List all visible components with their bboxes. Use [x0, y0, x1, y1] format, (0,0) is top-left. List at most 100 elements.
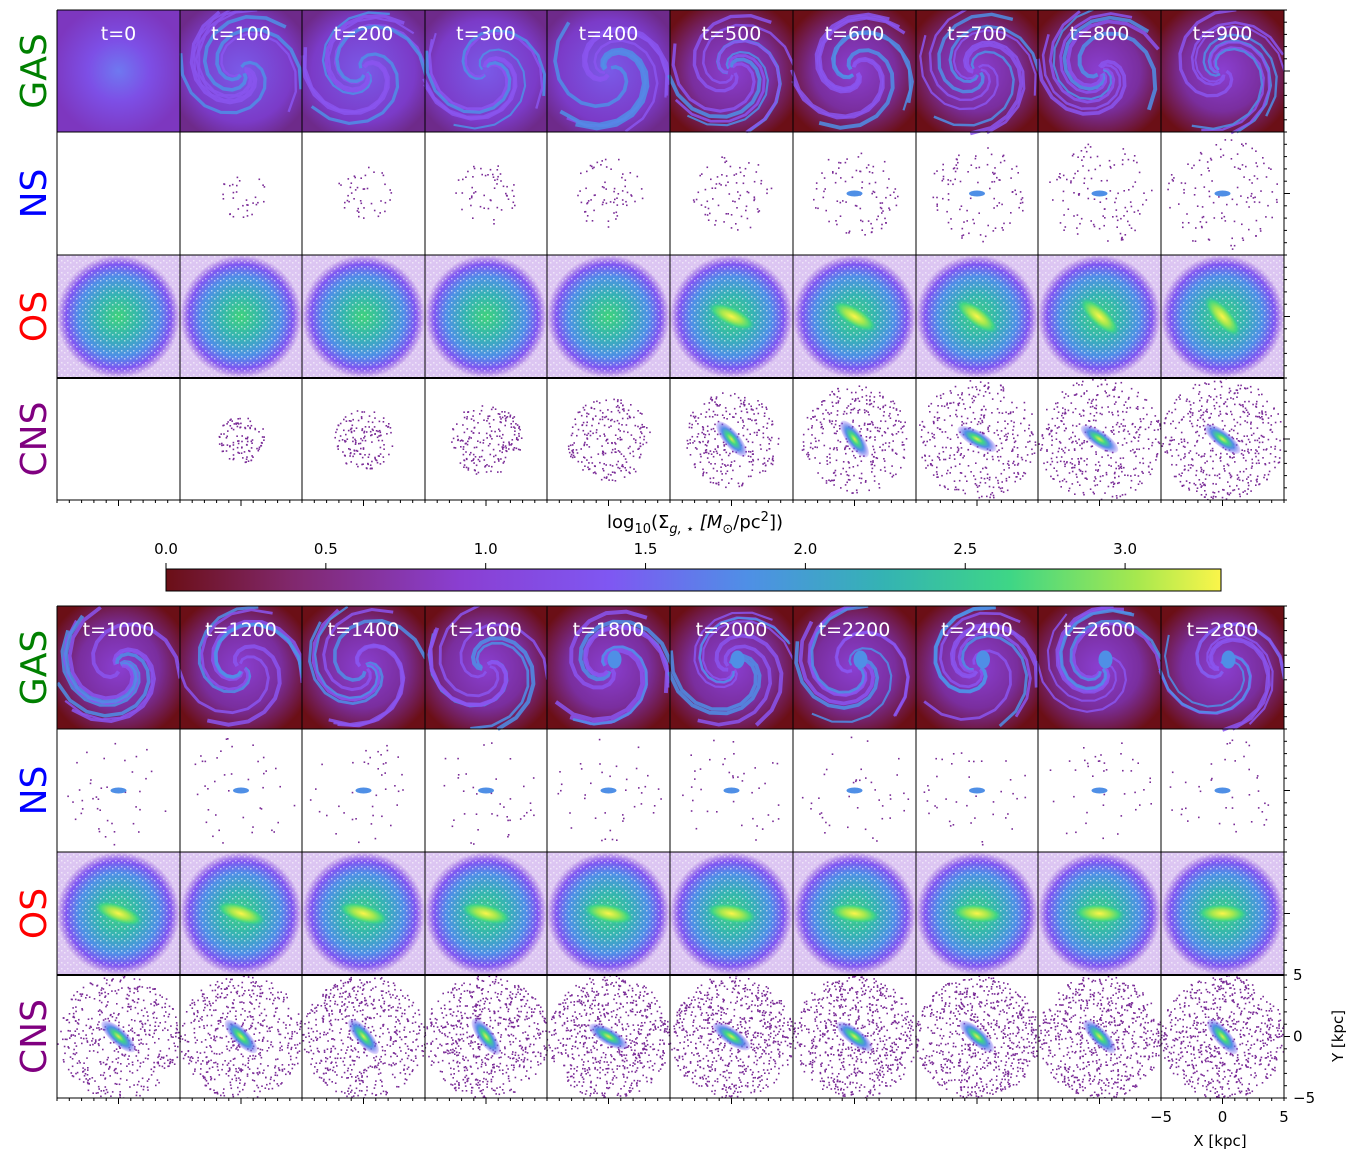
star-particle: [1087, 143, 1090, 146]
star-particle: [500, 471, 502, 473]
star-particle: [211, 989, 214, 992]
star-particle: [889, 472, 892, 475]
star-particle: [196, 793, 199, 796]
star-particle: [1253, 201, 1256, 203]
star-particle: [221, 982, 223, 984]
gas-arm: [1202, 33, 1278, 117]
star-particle: [1086, 458, 1088, 460]
star-particle: [954, 488, 956, 491]
star-particle: [97, 1043, 100, 1045]
star-particle: [1183, 465, 1186, 467]
star-particle: [246, 437, 249, 440]
star-particle: [1011, 401, 1013, 404]
star-particle: [261, 436, 264, 438]
gas-arm: [321, 11, 390, 96]
star-particle: [1137, 408, 1139, 410]
star-particle: [616, 419, 619, 422]
star-particle: [809, 446, 812, 449]
star-particle: [943, 458, 945, 461]
star-particle: [1009, 222, 1011, 224]
star-particle: [1247, 476, 1250, 478]
star-particle: [859, 207, 862, 210]
star-particle: [754, 419, 756, 422]
star-particle: [1014, 480, 1016, 483]
star-particle: [356, 1055, 358, 1058]
star-particle: [1172, 180, 1174, 182]
star-particle: [459, 462, 462, 464]
star-particle: [293, 804, 296, 807]
star-particle: [136, 1034, 139, 1036]
star-particle: [197, 1011, 199, 1014]
star-particle: [246, 440, 249, 443]
star-particle: [505, 447, 507, 449]
star-particle: [1204, 382, 1206, 384]
star-particle: [613, 201, 615, 204]
star-particle: [213, 1089, 215, 1092]
star-particle: [139, 1020, 141, 1023]
star-particle: [981, 419, 983, 422]
star-particle: [891, 449, 894, 452]
star-particle: [356, 210, 359, 212]
star-particle: [1279, 421, 1282, 423]
star-particle: [174, 1045, 176, 1047]
star-particle: [258, 178, 261, 181]
star-particle: [1208, 170, 1210, 172]
star-particle: [981, 431, 984, 434]
star-particle: [280, 1083, 282, 1085]
star-particle: [128, 1006, 131, 1008]
star-particle: [936, 209, 939, 211]
star-particle: [175, 1022, 178, 1024]
star-particle: [121, 1006, 124, 1009]
star-particle: [501, 451, 503, 454]
star-particle: [1195, 474, 1197, 477]
star-particle: [226, 1016, 228, 1018]
star-particle: [571, 426, 574, 428]
star-particle: [1170, 436, 1173, 439]
star-particle: [350, 427, 353, 430]
star-particle: [712, 477, 715, 479]
star-particle: [390, 431, 392, 434]
star-particle: [645, 441, 648, 444]
star-particle: [99, 1009, 101, 1011]
star-particle: [615, 406, 618, 408]
star-particle: [290, 1017, 292, 1019]
star-particle: [209, 1002, 211, 1005]
star-particle: [1074, 408, 1077, 410]
star-particle: [723, 444, 725, 446]
star-particle: [1236, 438, 1238, 440]
star-particle: [845, 470, 848, 473]
star-particle: [1244, 407, 1247, 410]
star-particle: [736, 207, 738, 209]
star-particle: [375, 1055, 378, 1058]
star-particle: [823, 444, 826, 447]
star-particle: [347, 178, 350, 180]
star-particle: [897, 431, 900, 433]
star-particle: [1129, 406, 1132, 409]
star-particle: [229, 1068, 231, 1070]
star-particle: [272, 1002, 274, 1005]
star-particle: [595, 472, 597, 475]
star-particle: [235, 1077, 238, 1080]
star-particle: [1151, 407, 1153, 409]
star-particle: [1157, 441, 1160, 443]
star-particle: [316, 1037, 319, 1040]
star-particle: [1182, 445, 1185, 448]
star-particle: [1237, 476, 1240, 479]
gas-arm: [948, 24, 1042, 83]
star-particle: [1063, 429, 1066, 432]
star-particle: [710, 453, 713, 455]
star-particle: [1271, 191, 1274, 193]
star-particle: [465, 176, 467, 178]
star-particle: [649, 431, 651, 434]
star-particle: [1191, 425, 1194, 428]
star-particle: [252, 456, 254, 458]
star-particle: [1201, 206, 1204, 208]
star-particle: [190, 1060, 193, 1063]
star-particle: [1110, 481, 1113, 484]
star-particle: [373, 1066, 376, 1069]
star-particle: [1071, 458, 1073, 460]
star-particle: [131, 1064, 134, 1066]
gas-arm: [937, 12, 1014, 94]
star-particle: [335, 431, 337, 434]
star-particle: [1065, 480, 1068, 483]
